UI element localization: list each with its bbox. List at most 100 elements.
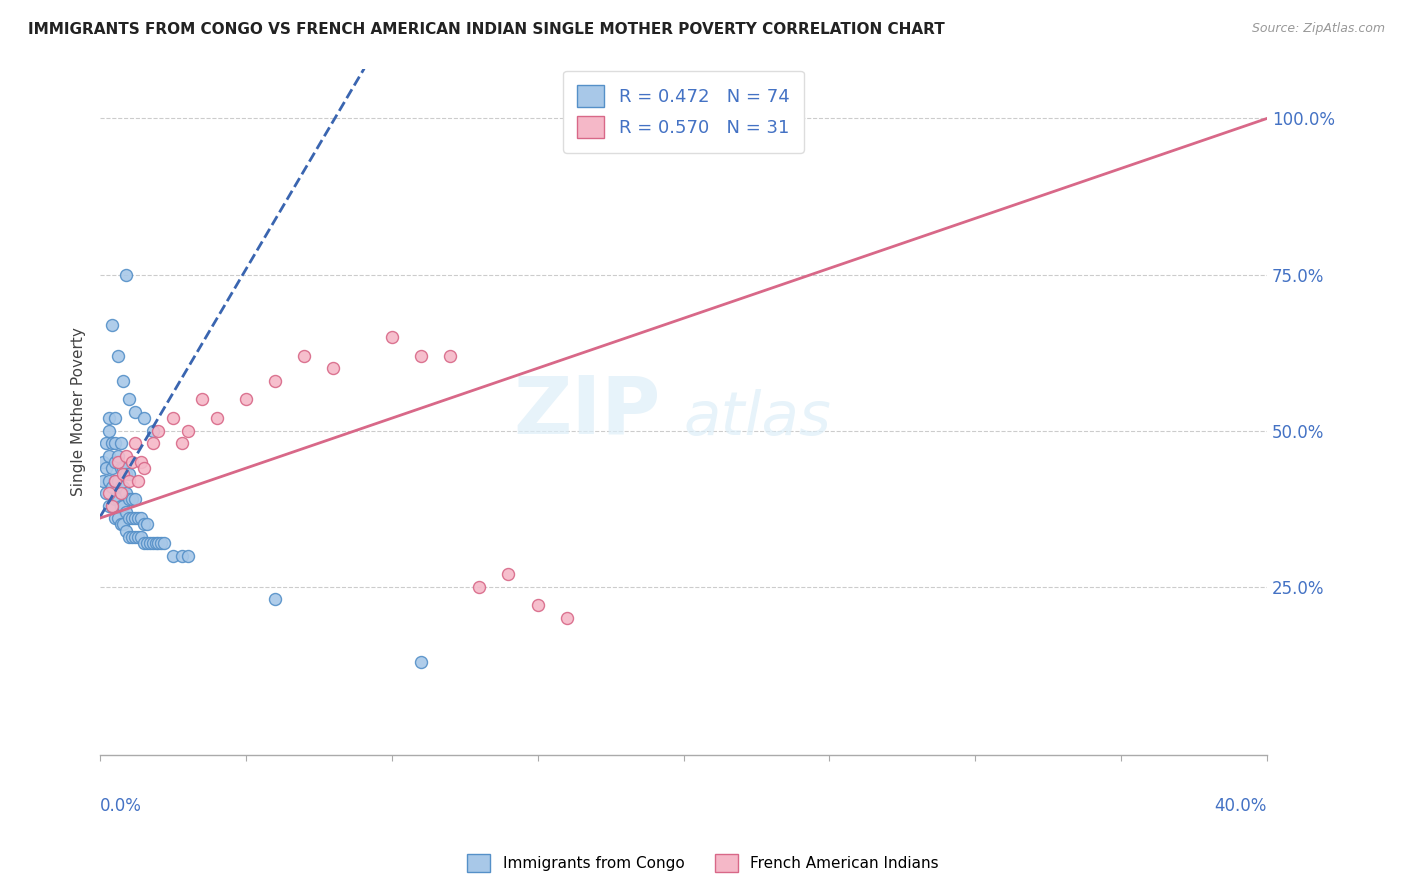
Point [104,492,127,507]
Point [118,474,141,488]
Point [112,480,135,494]
Point [118,492,141,507]
Point [142,424,165,438]
Point [132,536,155,550]
Point [132,411,155,425]
Point [142,536,165,550]
Point [292,349,315,363]
Point [148,536,170,550]
Point [110,517,132,532]
Point [94,461,117,475]
Point [112,467,135,482]
Point [112,374,135,388]
Point [104,511,127,525]
Point [381,330,404,344]
Point [124,530,146,544]
Point [104,474,127,488]
Legend: R = 0.472   N = 74, R = 0.570   N = 31: R = 0.472 N = 74, R = 0.570 N = 31 [562,70,804,153]
Point [142,436,165,450]
Point [97,424,120,438]
Point [124,511,146,525]
Point [97,499,120,513]
Point [101,499,124,513]
Point [124,492,146,507]
Point [115,524,138,538]
Point [118,467,141,482]
Text: 0.0%: 0.0% [100,797,142,814]
Point [135,517,157,532]
Point [468,580,491,594]
Point [94,436,117,450]
Point [107,492,129,507]
Point [101,436,124,450]
Point [176,549,198,563]
Point [110,480,132,494]
Text: atlas: atlas [683,389,831,449]
Point [104,455,127,469]
Point [110,486,132,500]
Point [118,511,141,525]
Point [264,374,287,388]
Point [91,474,114,488]
Point [115,268,138,282]
Point [97,411,120,425]
Point [135,536,157,550]
Point [112,499,135,513]
Point [124,436,146,450]
Point [129,530,152,544]
Point [170,549,193,563]
Point [110,499,132,513]
Point [101,480,124,494]
Point [110,461,132,475]
Point [153,536,176,550]
Point [235,392,257,407]
Point [409,655,432,669]
Point [115,486,138,500]
Point [121,511,143,525]
Point [162,411,184,425]
Point [121,455,143,469]
Point [170,436,193,450]
Point [498,567,520,582]
Point [94,486,117,500]
Point [112,461,135,475]
Point [107,349,129,363]
Point [121,530,143,544]
Point [118,530,141,544]
Point [439,349,461,363]
Point [127,530,149,544]
Point [138,536,160,550]
Point [97,474,120,488]
Point [526,599,548,613]
Text: 40.0%: 40.0% [1215,797,1267,814]
Point [101,461,124,475]
Point [127,511,149,525]
Point [101,499,124,513]
Y-axis label: Single Mother Poverty: Single Mother Poverty [72,327,86,496]
Point [97,449,120,463]
Point [127,474,149,488]
Legend: Immigrants from Congo, French American Indians: Immigrants from Congo, French American I… [460,846,946,880]
Point [104,411,127,425]
Point [132,517,155,532]
Point [107,449,129,463]
Point [150,536,173,550]
Point [97,486,120,500]
Text: ZIP: ZIP [513,373,661,451]
Point [115,505,138,519]
Point [129,511,152,525]
Point [121,492,143,507]
Point [264,592,287,607]
Point [129,455,152,469]
Point [555,611,578,625]
Point [409,349,432,363]
Point [107,455,129,469]
Point [107,474,129,488]
Point [112,517,135,532]
Point [205,411,228,425]
Point [91,455,114,469]
Point [118,392,141,407]
Point [162,549,184,563]
Point [191,392,214,407]
Point [124,405,146,419]
